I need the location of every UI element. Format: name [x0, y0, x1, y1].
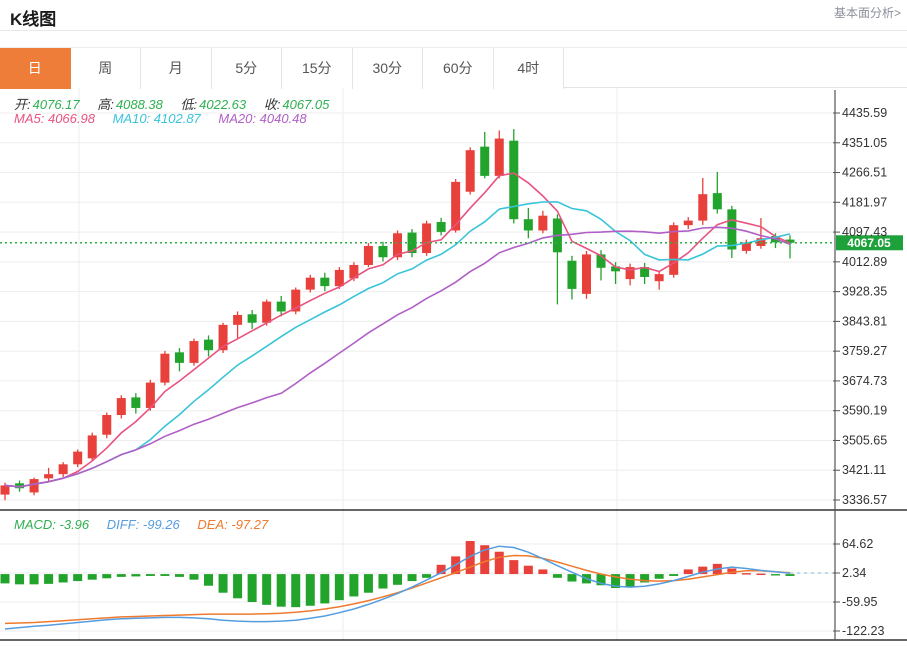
- macd-bars: [0, 541, 795, 608]
- ma20-line: [4, 226, 791, 488]
- tab-day[interactable]: 日: [0, 48, 71, 89]
- open-value: 开: 4076.17: [14, 97, 80, 112]
- interval-tabbar: 日 周 月 5分 15分 30分 60分 4时: [0, 47, 907, 89]
- price-label: 4067.05: [836, 235, 903, 251]
- tab-30min[interactable]: 30分: [352, 48, 423, 89]
- y-axis-labels: 4435.59 4351.05 4266.51 4181.97 4097.43 4012.…: [833, 106, 887, 507]
- close-value: 收: 4067.05: [263, 97, 330, 112]
- low-value: 低: 4022.63: [180, 97, 247, 112]
- svg-text:2.34: 2.34: [842, 566, 866, 580]
- svg-text:3928.35: 3928.35: [842, 285, 887, 299]
- axis-line: [0, 90, 907, 641]
- ma10-value: MA10: 4102.87: [112, 111, 201, 126]
- candles-group: [0, 129, 795, 501]
- kline-chart: 4067.05 4435.59 4351.05 4266.51 4181.97 4097.…: [0, 88, 907, 646]
- high-value: 高: 4088.38: [97, 97, 163, 112]
- page-header: K线图 基本面分析>: [0, 0, 907, 31]
- diff-line: [4, 545, 791, 630]
- tab-4hour[interactable]: 4时: [493, 48, 564, 89]
- dea-line: [4, 554, 791, 625]
- macd-value: MACD: -3.96: [14, 517, 90, 532]
- svg-text:-59.95: -59.95: [842, 595, 877, 609]
- ohlc-legend: 开: 4076.17 高: 4088.38 低: 4022.63 收: 4067.05: [14, 94, 343, 113]
- diff-value: DIFF: -99.26: [106, 517, 180, 532]
- svg-text:64.62: 64.62: [842, 537, 873, 551]
- svg-text:3336.57: 3336.57: [842, 493, 887, 507]
- macd-axis-labels: 64.62 2.34 -59.95 -122.23: [833, 537, 884, 638]
- fundamental-analysis-link[interactable]: 基本面分析>: [833, 6, 901, 20]
- ma-legend: MA5: 4066.98 MA10: 4102.87 MA20: 4040.48: [14, 111, 321, 126]
- svg-text:3421.11: 3421.11: [842, 463, 886, 477]
- svg-text:3843.81: 3843.81: [842, 314, 887, 328]
- svg-text:4351.05: 4351.05: [842, 136, 887, 150]
- page-title: K线图: [10, 10, 57, 29]
- chart-canvas[interactable]: 4067.05 4435.59 4351.05 4266.51 4181.97 4097.…: [0, 88, 907, 646]
- svg-text:-122.23: -122.23: [842, 624, 884, 638]
- svg-text:3505.65: 3505.65: [842, 433, 887, 447]
- tab-week[interactable]: 周: [70, 48, 141, 89]
- ma5-value: MA5: 4066.98: [14, 111, 95, 126]
- tab-5min[interactable]: 5分: [211, 48, 282, 89]
- tab-month[interactable]: 月: [141, 48, 212, 89]
- main-grid: [0, 88, 835, 640]
- svg-text:3590.19: 3590.19: [842, 404, 887, 418]
- svg-text:4435.59: 4435.59: [842, 106, 887, 120]
- dea-value: DEA: -97.27: [197, 517, 269, 532]
- svg-text:4266.51: 4266.51: [842, 166, 887, 180]
- svg-text:4181.97: 4181.97: [842, 195, 887, 209]
- macd-legend: MACD: -3.96 DIFF: -99.26 DEA: -97.27: [14, 517, 282, 532]
- svg-text:4097.43: 4097.43: [842, 225, 887, 239]
- tab-15min[interactable]: 15分: [282, 48, 353, 89]
- svg-text:3759.27: 3759.27: [842, 344, 887, 358]
- ma5-line: [4, 172, 791, 488]
- ma20-value: MA20: 4040.48: [218, 111, 307, 126]
- svg-text:4012.89: 4012.89: [842, 255, 887, 269]
- svg-text:3674.73: 3674.73: [842, 374, 887, 388]
- tab-60min[interactable]: 60分: [423, 48, 494, 89]
- svg-text:4067.05: 4067.05: [847, 236, 891, 250]
